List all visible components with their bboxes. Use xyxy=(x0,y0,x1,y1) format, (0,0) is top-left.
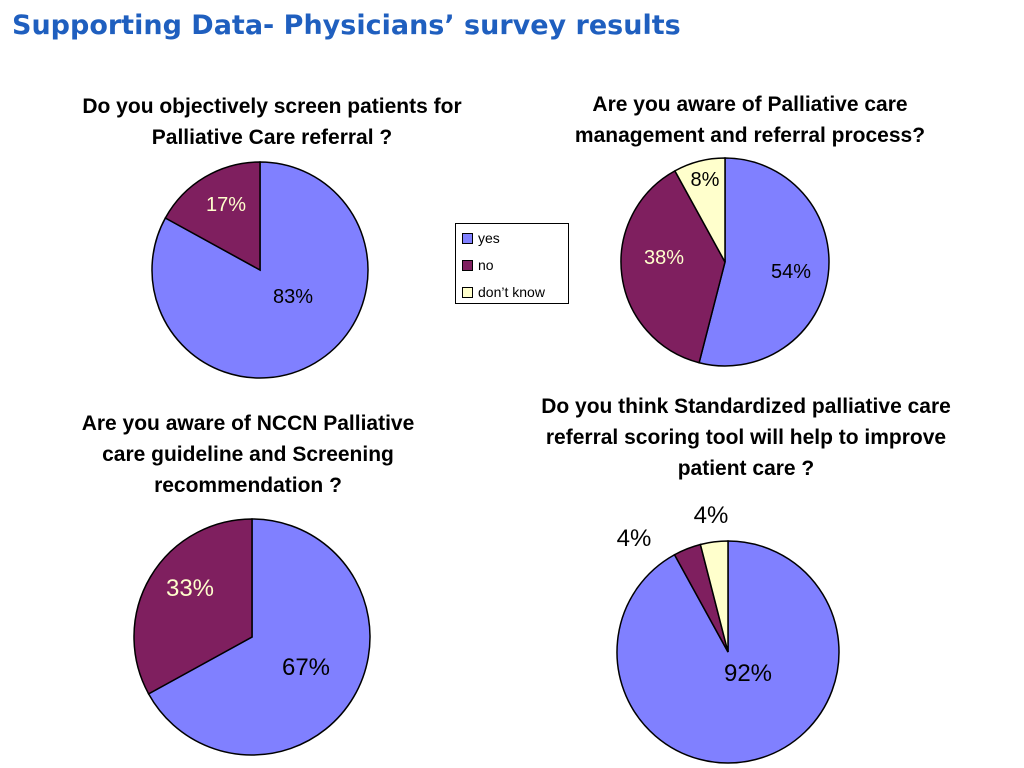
chart-2-data-label-2: 38% xyxy=(644,247,684,269)
chart-1-data-label-1: 83% xyxy=(273,286,313,308)
chart-2-data-label-1: 54% xyxy=(771,261,811,283)
chart-3-title-line-1: Are you aware of NCCN Palliative xyxy=(81,412,415,435)
chart-4-title-line-1: Do you think Standardized palliative car… xyxy=(541,395,951,418)
chart-1-slice-no xyxy=(164,161,261,272)
chart-2-title: Are you aware of Palliative care managem… xyxy=(500,89,1000,151)
chart-4-data-label-3: 4% xyxy=(694,502,729,529)
chart-4-title-line-3: patient care ? xyxy=(677,457,815,480)
chart-3-data-label-1: 67% xyxy=(282,654,330,681)
chart-3-title: Are you aware of NCCN Palliative care gu… xyxy=(0,408,496,501)
legend-swatch-yes xyxy=(462,232,473,244)
chart-2-title-line-2: management and referral process? xyxy=(574,124,926,147)
chart-2-slice-no xyxy=(620,169,726,364)
chart-3-slice-yes xyxy=(147,518,371,756)
chart-1-title-line-2: Palliative Care referral ? xyxy=(151,126,393,149)
legend-item-no: no xyxy=(462,257,494,275)
chart-3-title-line-2: care guideline and Screening xyxy=(102,443,394,466)
chart-legend: yes no don’t know xyxy=(455,223,569,304)
chart-2-title-line-1: Are you aware of Palliative care xyxy=(592,93,908,116)
legend-swatch-dont-know xyxy=(462,286,473,298)
chart-4-data-label-2: 4% xyxy=(617,525,652,552)
legend-label-no: no xyxy=(478,257,494,273)
chart-3-data-label-2: 33% xyxy=(166,575,214,602)
chart-3-title-line-3: recommendation ? xyxy=(154,474,342,497)
chart-3-slice-no xyxy=(133,518,253,695)
legend-swatch-no xyxy=(462,259,473,271)
chart-1-data-label-2: 17% xyxy=(206,194,246,216)
chart-1-title-line-1: Do you objectively screen patients for xyxy=(82,95,462,118)
chart-2-slice-don-t-know xyxy=(673,157,726,263)
chart-4-title: Do you think Standardized palliative car… xyxy=(496,391,996,484)
chart-2-data-label-3: 8% xyxy=(691,169,720,191)
legend-item-dont-know: don’t know xyxy=(462,284,545,302)
chart-2-slice-yes xyxy=(698,157,830,367)
chart-1-title: Do you objectively screen patients for P… xyxy=(22,91,522,153)
chart-4-slice-don-t-know xyxy=(699,540,729,653)
chart-4-title-line-2: referral scoring tool will help to impro… xyxy=(545,426,947,449)
legend-item-yes: yes xyxy=(462,230,500,248)
legend-label-dont-know: don’t know xyxy=(478,284,545,300)
slide-title: Supporting Data- Physicians’ survey resu… xyxy=(12,10,681,41)
legend-label-yes: yes xyxy=(478,230,500,246)
chart-4-data-label-1: 92% xyxy=(724,660,772,687)
